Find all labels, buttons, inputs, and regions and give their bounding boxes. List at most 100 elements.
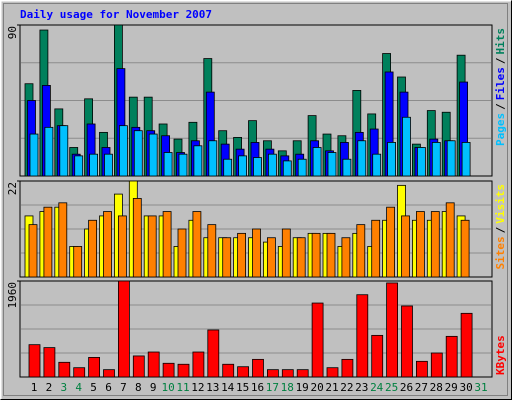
x-tick-label: 27 (415, 381, 428, 394)
y-tick-label: 90 (6, 26, 19, 39)
bar (132, 355, 145, 378)
bar (356, 224, 366, 278)
bar (89, 153, 98, 177)
bar (59, 125, 69, 177)
bar (58, 361, 71, 378)
inner-frame (3, 3, 508, 396)
bar (281, 228, 291, 278)
bar (29, 133, 39, 177)
bar (281, 369, 294, 378)
x-tick-label: 12 (191, 381, 204, 394)
bar (326, 232, 336, 278)
bar (193, 145, 203, 177)
bar (118, 215, 127, 278)
bar (356, 294, 369, 378)
bar (371, 219, 381, 278)
bar (73, 246, 83, 278)
bar (237, 366, 250, 378)
bar (402, 116, 411, 177)
legend-entry: Files (494, 67, 507, 100)
bar (253, 157, 262, 177)
bar (74, 155, 84, 177)
bar (43, 347, 56, 378)
bar (401, 305, 413, 378)
bar (43, 206, 53, 278)
x-tick-label: 9 (150, 381, 157, 394)
bar (311, 232, 321, 278)
x-tick-label: 1 (31, 381, 38, 394)
legend-entry: Hits (494, 28, 507, 55)
bar (445, 202, 455, 278)
bar (177, 228, 187, 278)
bar (372, 153, 382, 177)
bar (460, 312, 473, 378)
bar (207, 224, 217, 278)
bar (237, 232, 247, 278)
bar (208, 140, 218, 177)
bar (103, 369, 115, 378)
legend-entry: Visits (494, 184, 507, 224)
bar (342, 158, 352, 177)
bar (296, 369, 309, 378)
bar (58, 202, 68, 278)
y-tick-label: 22 (6, 182, 19, 195)
bar (282, 160, 292, 177)
bar (28, 344, 41, 378)
bar (416, 147, 426, 177)
y-tick-label: 1960 (6, 282, 19, 309)
x-tick-label: 3 (60, 381, 67, 394)
x-tick-label: 8 (135, 381, 142, 394)
legend-entry: Pages (494, 113, 507, 146)
bar (44, 126, 54, 177)
x-tick-label: 25 (385, 381, 398, 394)
x-tick-label: 5 (90, 381, 97, 394)
bar (446, 140, 456, 177)
bar (88, 219, 97, 278)
bar (192, 211, 202, 278)
bar (207, 329, 220, 378)
x-tick-label: 22 (340, 381, 353, 394)
bar (118, 280, 130, 378)
bar (132, 198, 142, 278)
x-tick-label: 31 (474, 381, 487, 394)
bar (327, 152, 337, 177)
bar (147, 215, 157, 278)
bar (357, 140, 367, 177)
bar (177, 363, 190, 378)
bar (387, 142, 397, 177)
bar (415, 360, 428, 378)
bar (162, 362, 175, 378)
legend-entry: Sites (494, 236, 507, 269)
x-tick-label: 11 (176, 381, 189, 394)
x-tick-label: 28 (430, 381, 443, 394)
x-tick-label: 21 (325, 381, 338, 394)
x-tick-label: 16 (251, 381, 264, 394)
bar (147, 351, 160, 378)
x-tick-label: 15 (236, 381, 249, 394)
x-tick-label: 7 (120, 381, 127, 394)
bar (148, 133, 158, 177)
x-tick-label: 13 (206, 381, 219, 394)
bar (386, 282, 399, 378)
bar (341, 358, 354, 378)
x-tick-label: 10 (161, 381, 174, 394)
bar (238, 155, 248, 177)
bar (266, 237, 276, 278)
bar (223, 158, 233, 177)
bar (178, 153, 188, 177)
bar (267, 153, 277, 177)
bar (296, 237, 306, 278)
legend: KBytes (494, 335, 507, 375)
bar (461, 142, 471, 177)
bar (252, 358, 264, 378)
bar (430, 352, 443, 378)
x-tick-label: 20 (310, 381, 323, 394)
bar (133, 130, 143, 177)
legend-separator: / (494, 226, 507, 233)
chart-title: Daily usage for November 2007 (20, 8, 212, 21)
bar (371, 334, 384, 378)
bar (401, 215, 410, 278)
legend: Pages / Files / Hits (494, 28, 507, 146)
x-tick-label: 29 (445, 381, 458, 394)
